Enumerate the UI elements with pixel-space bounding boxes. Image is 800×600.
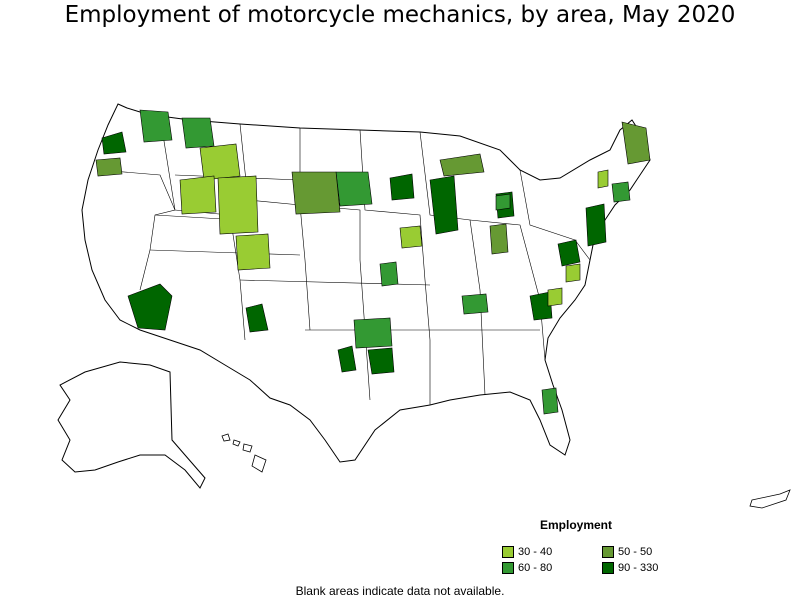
area-idaho-south <box>179 175 217 215</box>
area-florida <box>541 387 559 415</box>
footnote: Blank areas indicate data not available. <box>295 584 505 598</box>
area-carolinas-light <box>547 287 563 307</box>
area-minneapolis <box>389 173 415 201</box>
area-kansas <box>379 261 399 287</box>
area-indiana <box>489 223 509 255</box>
area-virginia <box>565 263 581 283</box>
area-arizona <box>127 283 173 331</box>
area-oregon-coast <box>95 157 123 177</box>
legend-label: 50 - 50 <box>618 546 653 558</box>
legend-swatch <box>502 546 514 559</box>
legend-title: Employment <box>540 518 613 532</box>
area-carolina <box>529 291 553 321</box>
area-north-dakota <box>335 171 373 207</box>
area-wisconsin <box>495 193 511 211</box>
puerto-rico-outline <box>749 489 791 509</box>
area-idaho-north <box>181 117 215 149</box>
area-massachusetts <box>611 181 631 203</box>
legend-swatch <box>602 546 614 559</box>
legend-item-30-40: 30 - 40 <box>502 546 552 560</box>
legend-label: 90 - 330 <box>618 562 659 574</box>
area-south-dakota <box>291 171 341 215</box>
area-vermont <box>597 169 609 189</box>
area-colorado <box>235 233 271 271</box>
area-montana <box>199 143 241 181</box>
legend-item-90-330: 90 - 330 <box>602 562 658 576</box>
area-wyoming <box>217 175 259 235</box>
area-michigan <box>429 175 459 235</box>
area-washington <box>139 109 173 143</box>
legend-swatch <box>602 562 614 575</box>
area-oklahoma <box>353 317 393 349</box>
legend-swatch <box>502 562 514 575</box>
area-northeast <box>585 203 607 247</box>
legend-label: 60 - 80 <box>518 562 553 574</box>
legend-label: 30 - 40 <box>518 546 553 558</box>
area-tennessee <box>461 293 489 315</box>
area-mid-atlantic <box>557 239 581 267</box>
area-albuquerque <box>245 303 269 333</box>
area-west-texas <box>337 345 357 373</box>
area-east-texas <box>367 347 395 375</box>
area-upper-michigan <box>439 153 485 177</box>
alaska-outline <box>57 361 206 489</box>
area-seattle <box>101 131 127 155</box>
map-title: Employment of motorcycle mechanics, by a… <box>64 2 736 28</box>
employment-areas <box>95 109 651 415</box>
area-maine <box>621 121 651 165</box>
legend-item-60-80: 60 - 80 <box>502 562 552 576</box>
legend-item-50-50: 50 - 50 <box>602 546 652 560</box>
area-illinois <box>399 225 423 249</box>
hawaii-outline <box>221 433 267 473</box>
